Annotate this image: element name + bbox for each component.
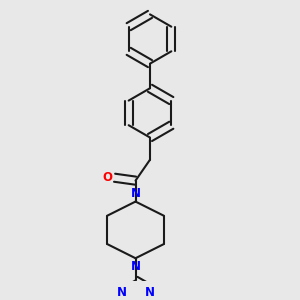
- Text: N: N: [145, 286, 154, 299]
- Text: N: N: [130, 260, 140, 273]
- Text: N: N: [116, 286, 127, 299]
- Text: O: O: [102, 171, 112, 184]
- Text: N: N: [130, 187, 140, 200]
